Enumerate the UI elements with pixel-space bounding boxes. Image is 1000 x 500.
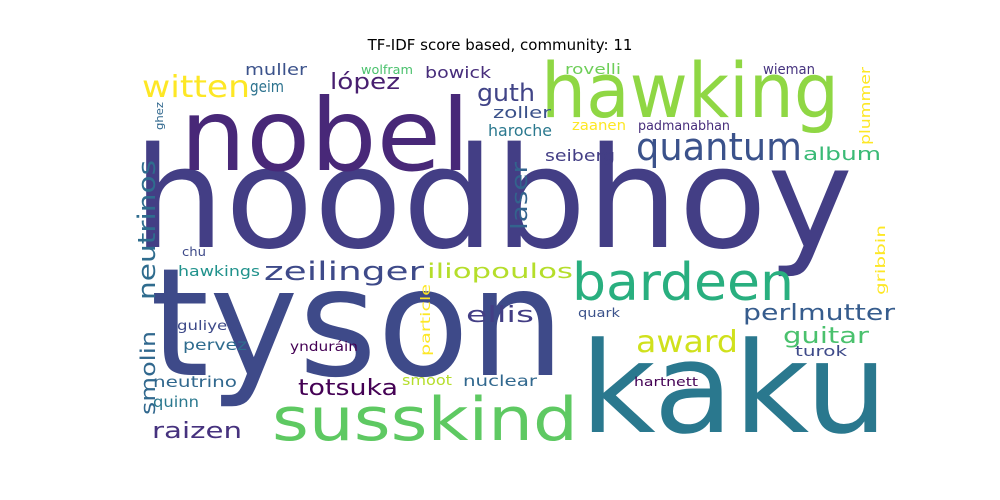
word-iliopoulos: iliopoulos — [427, 259, 573, 283]
word-seiberg: seiberg — [545, 146, 615, 165]
word-gribbin: gribbin — [874, 225, 889, 295]
word-zoller: zoller — [493, 103, 552, 122]
word-album: album — [803, 144, 881, 165]
word-smoot: smoot — [402, 373, 453, 389]
word-hawking: hawking — [541, 46, 839, 135]
word-plummer: plummer — [858, 67, 874, 145]
word-ghez: ghez — [153, 102, 166, 130]
word-hawkings: hawkings — [178, 264, 260, 280]
word-susskind: susskind — [272, 385, 578, 455]
word-ynduráin: ynduráin — [290, 340, 358, 355]
word-pervez: pervez — [183, 336, 247, 354]
word-bardeen: bardeen — [572, 253, 794, 313]
word-raizen: raizen — [152, 419, 242, 444]
word-quantum: quantum — [636, 125, 802, 169]
word-particle: particle — [419, 284, 434, 356]
word-neutrino: neutrino — [153, 373, 237, 391]
word-guitar: guitar — [783, 324, 870, 349]
word-padmanabhan: padmanabhan — [638, 119, 730, 134]
word-perlmutter: perlmutter — [743, 301, 896, 326]
word-nobel: nobel — [180, 77, 470, 194]
word-wolfram: wolfram — [361, 63, 413, 77]
word-laser: laser — [508, 161, 533, 230]
word-chu: chu — [182, 245, 206, 259]
word-lópez: lópez — [330, 70, 400, 95]
word-award: award — [636, 325, 738, 360]
word-muller: muller — [245, 60, 308, 79]
word-zeilinger: zeilinger — [264, 257, 424, 287]
word-guliyev: guliyev — [177, 319, 237, 334]
word-smolin: smolin — [136, 331, 160, 415]
word-neutrinos: neutrinos — [133, 160, 161, 300]
word-wieman: wieman — [763, 62, 815, 78]
word-haroche: haroche — [488, 121, 552, 140]
word-guth: guth — [477, 79, 535, 107]
word-geim: geim — [250, 77, 284, 96]
chart-title: TF-IDF score based, community: 11 — [367, 36, 633, 54]
word-hartnett: hartnett — [634, 375, 698, 389]
word-bowick: bowick — [425, 63, 492, 82]
word-witten: witten — [142, 70, 250, 105]
word-quinn: quinn — [153, 393, 199, 411]
word-zaanen: zaanen — [572, 118, 626, 134]
word-totsuka: totsuka — [298, 376, 398, 401]
word-ellis: ellis — [466, 303, 534, 328]
word-nuclear: nuclear — [463, 372, 538, 390]
word-kaku: kaku — [580, 315, 888, 462]
word-quark: quark — [578, 306, 620, 320]
word-hoodbhoy: hoodbhoy — [133, 118, 853, 281]
word-rovelli: rovelli — [565, 62, 621, 78]
word-turok: turok — [795, 344, 848, 360]
word-tyson: tyson — [150, 237, 565, 411]
